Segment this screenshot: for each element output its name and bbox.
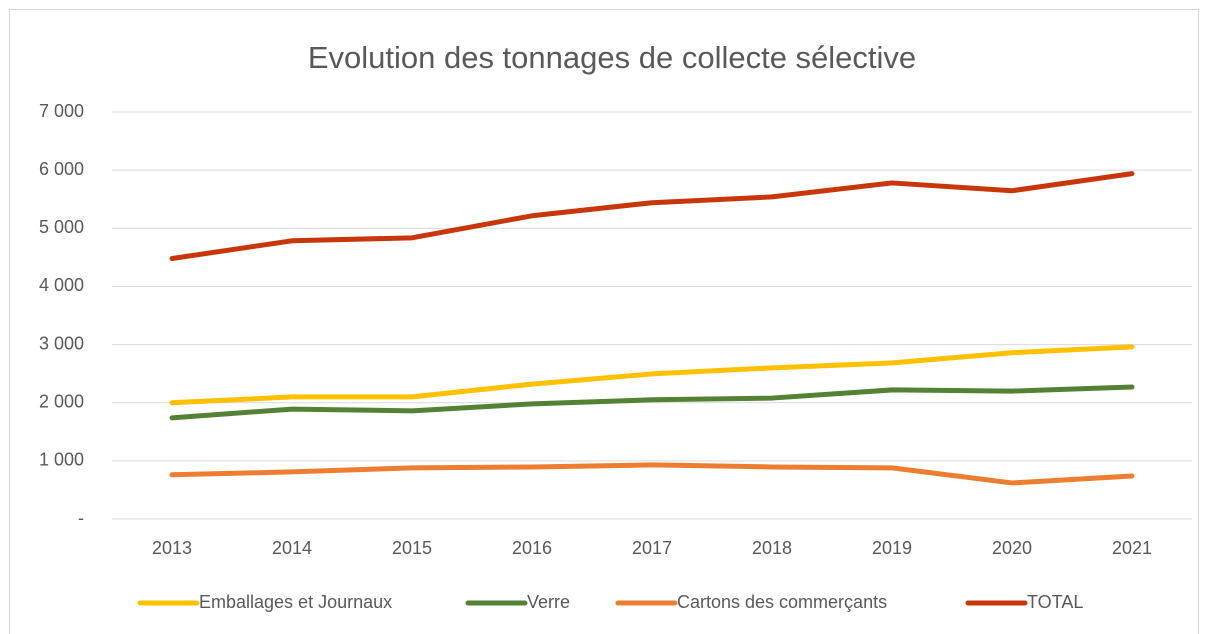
legend-label: Verre xyxy=(527,592,570,612)
x-tick-label: 2018 xyxy=(752,538,792,558)
series-line xyxy=(169,171,1135,262)
x-tick-label: 2013 xyxy=(152,538,192,558)
series-line xyxy=(169,462,1135,486)
x-tick-label: 2014 xyxy=(272,538,312,558)
y-tick-label: - xyxy=(78,508,84,528)
y-tick-label: 4 000 xyxy=(39,275,84,295)
series-line xyxy=(169,344,1135,406)
y-tick-label: 5 000 xyxy=(39,217,84,237)
x-tick-label: 2016 xyxy=(512,538,552,558)
x-tick-label: 2020 xyxy=(992,538,1032,558)
y-tick-label: 7 000 xyxy=(39,101,84,121)
legend-label: TOTAL xyxy=(1027,592,1083,612)
x-tick-label: 2019 xyxy=(872,538,912,558)
x-tick-label: 2021 xyxy=(1112,538,1152,558)
y-tick-label: 2 000 xyxy=(39,391,84,411)
chart-frame xyxy=(9,9,1199,634)
y-tick-label: 1 000 xyxy=(39,450,84,470)
legend-label: Emballages et Journaux xyxy=(199,592,392,612)
x-tick-label: 2017 xyxy=(632,538,672,558)
y-tick-label: 3 000 xyxy=(39,333,84,353)
legend-label: Cartons des commerçants xyxy=(677,592,887,612)
x-tick-label: 2015 xyxy=(392,538,432,558)
series-line xyxy=(169,384,1135,421)
chart-title: Evolution des tonnages de collecte sélec… xyxy=(308,40,916,75)
y-tick-label: 6 000 xyxy=(39,159,84,179)
